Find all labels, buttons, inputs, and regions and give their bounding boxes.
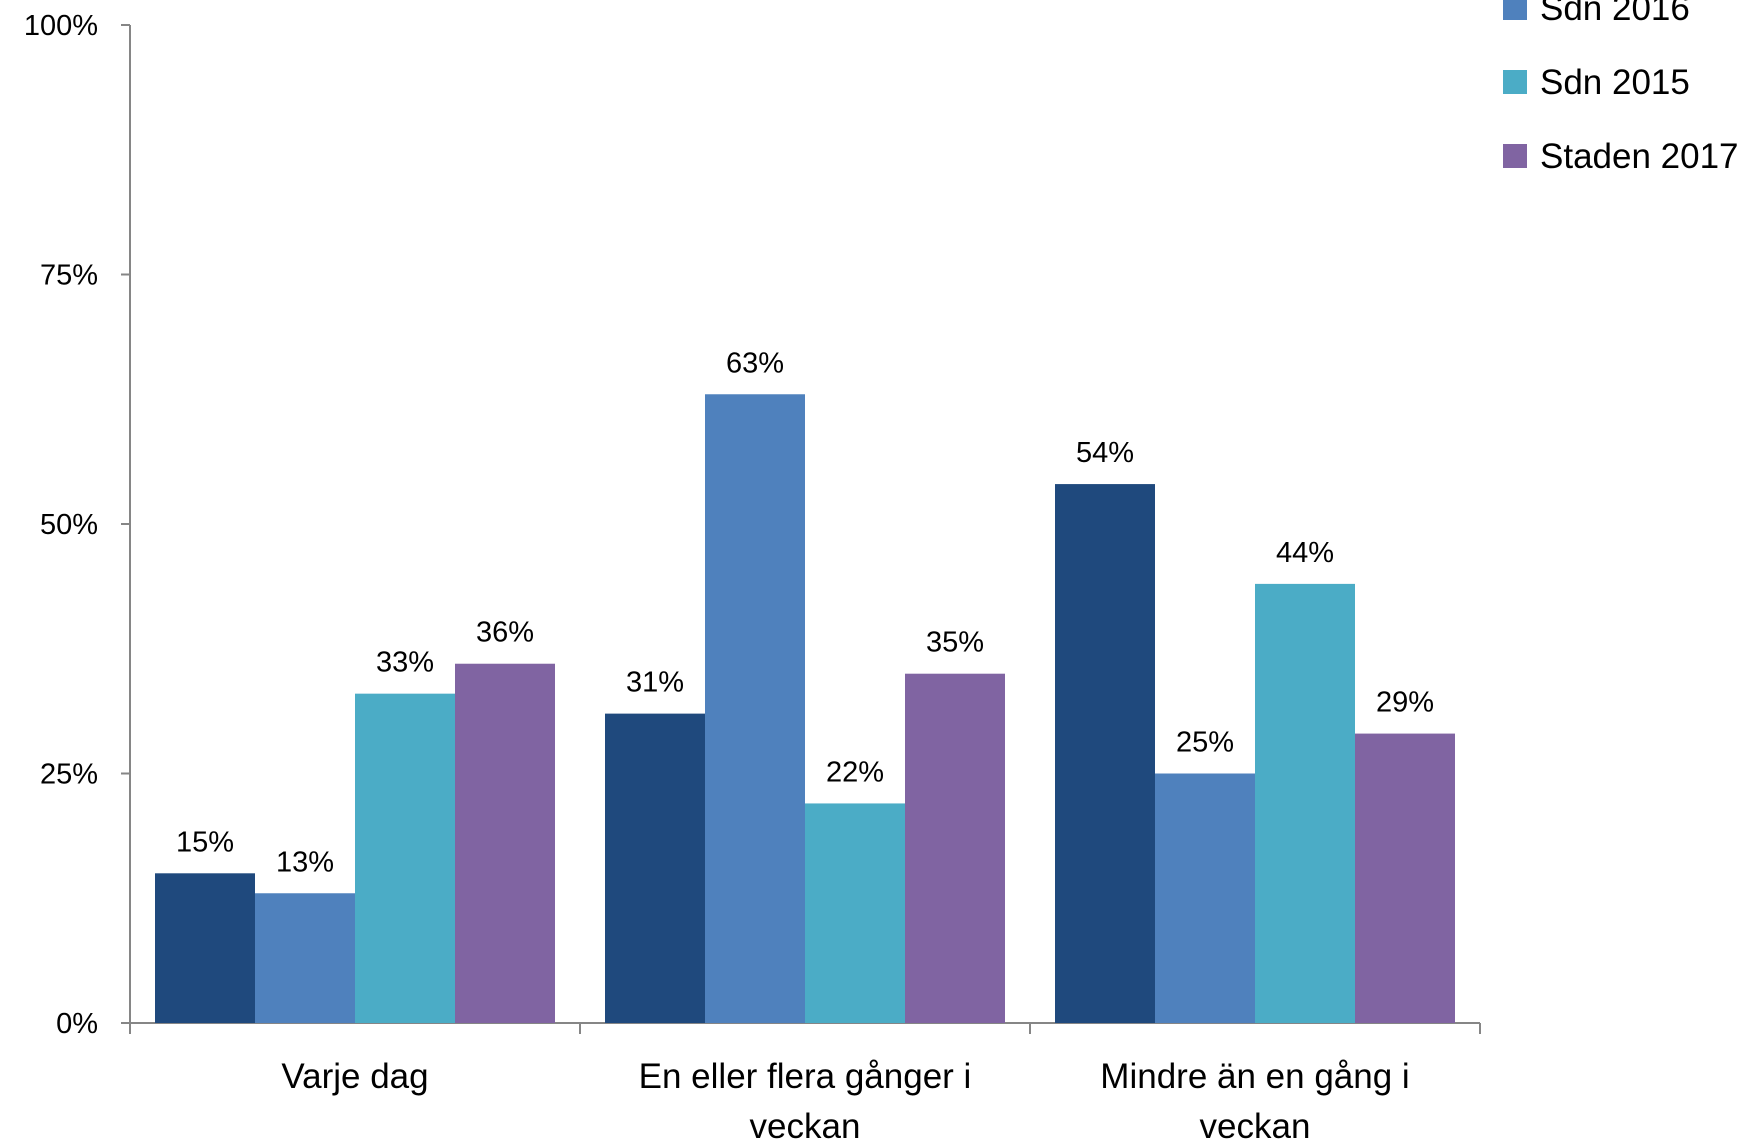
data-label: 36% bbox=[476, 617, 534, 649]
x-category-label: En eller flera gånger i bbox=[639, 1057, 972, 1096]
data-label: 44% bbox=[1276, 537, 1334, 569]
data-label: 25% bbox=[1176, 727, 1234, 759]
legend-label: Sdn 2015 bbox=[1540, 63, 1690, 102]
bar bbox=[1355, 733, 1455, 1023]
y-axis: 0% 25% 50% 75% 100% bbox=[24, 10, 131, 1040]
x-axis: Varje dag En eller flera gånger i veckan Mi… bbox=[129, 1022, 1481, 1146]
bar bbox=[355, 693, 455, 1023]
data-label: 15% bbox=[176, 826, 234, 858]
data-label: 31% bbox=[626, 667, 684, 699]
data-label: 54% bbox=[1076, 437, 1134, 469]
bar bbox=[1155, 773, 1255, 1023]
bar bbox=[1255, 583, 1355, 1023]
data-label: 13% bbox=[276, 846, 334, 878]
legend-label: Staden 2017 bbox=[1540, 137, 1739, 176]
y-tick-label: 75% bbox=[40, 260, 98, 292]
data-label: 29% bbox=[1376, 687, 1434, 719]
data-label: 33% bbox=[376, 647, 434, 679]
bar bbox=[705, 394, 805, 1023]
bar bbox=[455, 663, 555, 1023]
bar bbox=[155, 873, 255, 1023]
data-labels: 15% 31% 54% 13% 63% 25% 33% 22% 44% 36% 35% 29% bbox=[176, 347, 1434, 878]
bar bbox=[905, 673, 1005, 1023]
data-label: 22% bbox=[826, 756, 884, 788]
y-tick-label: 100% bbox=[24, 10, 98, 42]
bar bbox=[605, 713, 705, 1023]
legend-swatch bbox=[1503, 0, 1527, 20]
x-category-label: veckan bbox=[1200, 1107, 1311, 1146]
y-tick-label: 25% bbox=[40, 759, 98, 791]
data-label: 35% bbox=[926, 627, 984, 659]
legend-label: Sdn 2016 bbox=[1540, 0, 1690, 28]
y-tick-label: 50% bbox=[40, 509, 98, 541]
y-tick-label: 0% bbox=[56, 1008, 98, 1040]
legend: Sdn 2016 Sdn 2015 Staden 2017 bbox=[1503, 0, 1739, 176]
bar bbox=[1055, 484, 1155, 1024]
x-category-label: Mindre än en gång i bbox=[1100, 1057, 1409, 1096]
bar bbox=[805, 803, 905, 1023]
bars bbox=[155, 394, 1455, 1024]
bar bbox=[255, 893, 355, 1023]
legend-swatch bbox=[1503, 70, 1527, 94]
x-category-label: Varje dag bbox=[281, 1057, 428, 1096]
legend-swatch bbox=[1503, 144, 1527, 168]
x-category-label: veckan bbox=[750, 1107, 861, 1146]
data-label: 63% bbox=[726, 347, 784, 379]
